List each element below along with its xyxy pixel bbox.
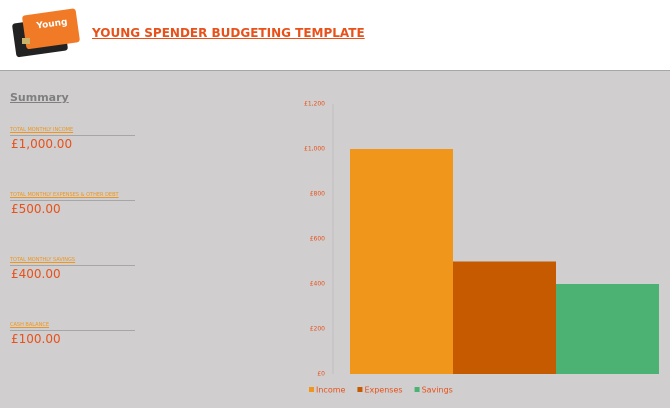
y-tick-label: £400 <box>310 281 325 288</box>
y-tick-label: £200 <box>310 326 325 333</box>
page-title: YOUNG SPENDER BUDGETING TEMPLATE <box>92 26 365 40</box>
legend-swatch <box>414 387 420 392</box>
summary-value: £100.00 <box>11 332 61 346</box>
y-tick-label: £1,000 <box>304 146 325 153</box>
y-tick-label: £1,200 <box>304 101 325 108</box>
summary-label: CASH BALANCE <box>10 322 135 331</box>
summary-label: TOTAL MONTHLY INCOME <box>10 127 135 136</box>
legend-label: Expenses <box>364 386 402 395</box>
y-tick-label: £0 <box>317 371 325 378</box>
y-tick-label: £600 <box>310 236 325 243</box>
header: Young YOUNG SPENDER BUDGETING TEMPLATE <box>0 0 670 71</box>
logo-text: Young <box>35 17 68 31</box>
legend-label: Savings <box>422 386 453 395</box>
bar <box>350 149 453 374</box>
summary-heading: Summary <box>10 91 69 104</box>
summary-value: £400.00 <box>11 267 61 281</box>
logo: Young <box>12 8 80 58</box>
bar <box>556 284 659 374</box>
legend-label: Income <box>316 386 346 395</box>
bar <box>453 261 556 374</box>
summary-value: £500.00 <box>11 202 61 216</box>
summary-label: TOTAL MONTHLY EXPENSES & OTHER DEBT <box>10 192 135 201</box>
legend-swatch <box>357 387 363 392</box>
summary-value: £1,000.00 <box>11 137 73 151</box>
legend-swatch <box>309 387 314 392</box>
y-tick-label: £800 <box>310 191 325 198</box>
summary-label: TOTAL MONTHLY SAVINGS <box>10 257 135 266</box>
